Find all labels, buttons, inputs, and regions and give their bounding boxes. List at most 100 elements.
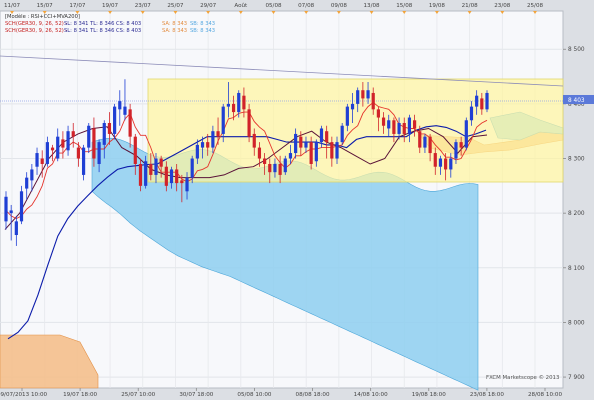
event-marker	[238, 11, 243, 14]
candle-body	[185, 177, 189, 192]
candle-body	[361, 90, 365, 99]
event-marker	[140, 11, 145, 14]
legend-line2-prefix: SCH(GER30, 9, 26, 52) -	[5, 28, 67, 34]
candle-body	[469, 106, 474, 121]
event-marker	[108, 11, 113, 14]
candle-body	[128, 109, 132, 137]
top-axis-label: 29/07	[200, 3, 217, 9]
candle-body	[356, 90, 360, 104]
candle-body	[444, 158, 448, 170]
top-axis-label: 07/08	[298, 3, 315, 9]
candle-body	[92, 128, 96, 159]
bottom-axis-label: 23/08 18:00	[470, 392, 504, 398]
candle-body	[423, 136, 427, 148]
candle-body	[123, 106, 127, 115]
candle-body	[454, 142, 458, 159]
top-axis-label: 25/08	[527, 3, 544, 9]
candle-body	[87, 125, 91, 148]
bottom-axis-label: 19/08 18:00	[412, 392, 446, 398]
event-marker	[402, 11, 407, 14]
series-mva-line	[4, 126, 488, 230]
candle-body	[144, 161, 148, 186]
candle-body	[485, 92, 489, 110]
y-tick-label: 7 900	[568, 375, 585, 381]
candle-body	[242, 95, 246, 110]
event-marker	[304, 11, 309, 14]
candle-body	[169, 169, 174, 184]
candle-body	[133, 136, 137, 164]
candle-body	[211, 131, 215, 148]
candle-body	[325, 131, 329, 143]
candle-body	[4, 196, 8, 222]
top-axis-label: 25/07	[167, 3, 184, 9]
legend-line1-sb: SB: 8 343	[190, 21, 215, 27]
candle-body	[195, 144, 199, 159]
bottom-axis-label: 08/08 18:00	[296, 392, 330, 398]
event-marker	[467, 11, 472, 14]
top-axis-label: 09/08	[331, 3, 348, 9]
top-axis-label: Août	[234, 2, 248, 9]
candle-body	[392, 120, 396, 134]
top-axis-label: 19/08	[429, 3, 446, 9]
candle-body	[376, 109, 380, 118]
candle-body	[428, 136, 432, 154]
y-tick-label: 8 300	[568, 157, 585, 163]
event-marker	[10, 11, 14, 14]
bottom-axis-label: 25/07 10:00	[121, 392, 155, 398]
candle-body	[35, 153, 39, 167]
event-marker	[42, 11, 47, 14]
top-axis-label: 17/07	[69, 3, 86, 9]
event-marker	[369, 11, 374, 14]
y-tick-label: 8 500	[568, 47, 585, 53]
candle-body	[330, 142, 334, 159]
highlight-layer	[0, 55, 564, 183]
event-marker	[336, 11, 341, 14]
candle-body	[66, 131, 70, 151]
candle-body	[200, 142, 205, 148]
candle-body	[412, 120, 417, 129]
candle-body	[350, 103, 355, 110]
candle-body	[475, 95, 479, 107]
indicator-lines-layer	[4, 101, 488, 340]
trend-line	[0, 55, 564, 87]
candle-body	[402, 123, 406, 134]
candle-body	[138, 163, 143, 186]
candle-body	[335, 142, 339, 159]
legend-line2-sb: SB: 8 343	[190, 28, 215, 34]
candle-body	[30, 169, 34, 181]
candle-body	[9, 210, 13, 214]
candle-body	[366, 90, 370, 99]
candle-body	[61, 139, 65, 148]
legend-line2-values: SL: 8 341 TL: 8 346 CS: 8 403	[64, 28, 141, 34]
candle-body	[319, 128, 324, 143]
y-tick-label: 8 000	[568, 320, 585, 326]
top-axis-label: 15/08	[396, 3, 413, 9]
bottom-axis-label: 28/08 10:00	[528, 392, 562, 398]
legend-model: [Modèle : RSI+CCI+MVA200]	[5, 13, 80, 20]
top-axis-label: 19/07	[102, 3, 119, 9]
top-axis-label: 11/07	[4, 3, 21, 9]
candle-body	[154, 158, 158, 175]
candle-body	[309, 142, 313, 164]
legend-line1-values: SL: 8 341 TL: 8 346 CS: 8 403	[64, 21, 141, 27]
candle-body	[304, 142, 308, 148]
candle-body	[14, 221, 18, 236]
candle-body	[263, 158, 267, 164]
candle-body	[25, 177, 29, 189]
candle-body	[180, 180, 184, 184]
axis-layer: 8 500 8 400 8 300 8 200 8 100 8 000 7 900 11/07…	[0, 2, 585, 398]
top-axis-label: 15/07	[37, 3, 54, 9]
bottom-axis-label: 19/07 18:00	[63, 392, 97, 398]
candle-body	[56, 136, 60, 159]
candle-body	[113, 106, 117, 134]
candle-body	[438, 158, 443, 167]
event-marker	[173, 11, 178, 14]
candle-body	[381, 117, 386, 126]
candle-body	[294, 133, 298, 154]
current-price-label: 8 403	[563, 95, 594, 104]
current-price-box	[563, 95, 594, 104]
top-axis-label: 23/08	[494, 3, 511, 9]
candle-body	[387, 120, 391, 129]
candle-body	[371, 92, 375, 110]
